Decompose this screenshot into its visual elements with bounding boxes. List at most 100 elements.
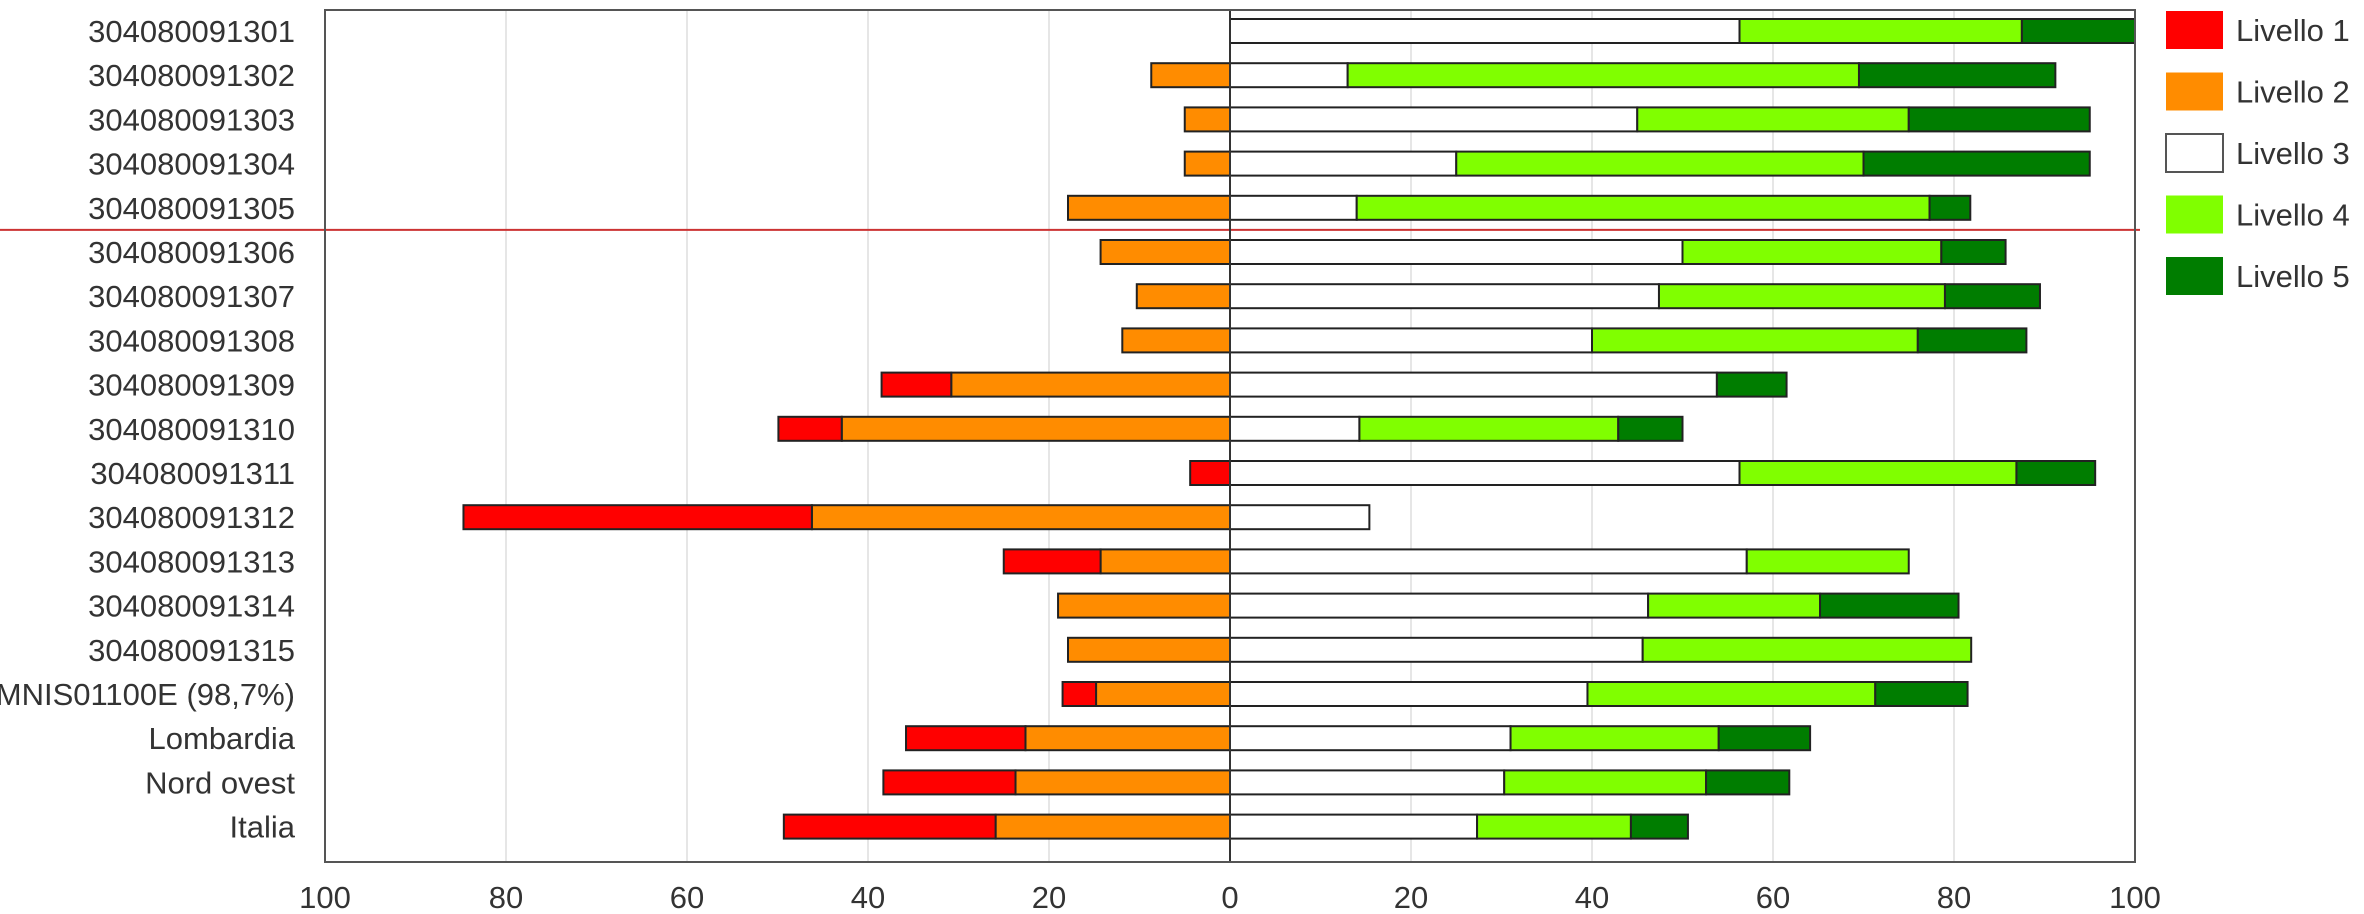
x-tick-label: 80 (1937, 880, 1971, 914)
bar-livello-2 (1183, 150, 1231, 177)
bar-livello-2 (1014, 769, 1232, 796)
category-label: Lombardia (149, 721, 296, 756)
x-tick-label: 80 (489, 880, 523, 914)
bar-livello-5 (1874, 681, 1969, 707)
category-label: 304080091309 (88, 368, 295, 403)
bar-livello-4 (1455, 150, 1865, 177)
category-label: 304080091308 (88, 323, 295, 358)
bar-livello-5 (1907, 106, 2091, 133)
bar-livello-4 (1358, 415, 1620, 442)
bar-livello-2 (840, 415, 1231, 442)
bar-livello-3 (1229, 239, 1684, 265)
bar-livello-2 (1067, 194, 1231, 221)
category-label: 304080091306 (88, 235, 295, 270)
x-tick-label: 60 (1756, 880, 1790, 914)
bar-livello-2 (1024, 725, 1231, 752)
bar-livello-5 (1857, 62, 2057, 89)
x-axis-tick-labels: 100 80 60 40 20 0 20 40 60 80 100 (299, 880, 2161, 914)
legend-swatch-livello-4 (2166, 195, 2223, 234)
bar-livello-4 (1476, 813, 1632, 840)
bar-livello-4 (1355, 194, 1931, 221)
category-label: 304080091311 (90, 456, 295, 491)
legend-label: Livello 2 (2236, 75, 2350, 110)
bar-livello-4 (1636, 106, 1910, 133)
x-tick-label: 20 (1394, 880, 1428, 914)
bar-livello-1 (905, 725, 1027, 752)
bar-livello-3 (1229, 415, 1361, 442)
bars (462, 18, 2136, 840)
bar-livello-1 (880, 371, 953, 398)
bar-livello-3 (1229, 592, 1650, 619)
x-tick-label: 40 (851, 880, 885, 914)
bar-livello-5 (2020, 18, 2136, 44)
bar-livello-3 (1229, 460, 1741, 486)
bar-livello-3 (1229, 681, 1589, 707)
bar-livello-5 (1617, 415, 1684, 442)
bar-livello-2 (950, 371, 1231, 398)
bar-livello-5 (1940, 239, 2007, 265)
bar-livello-4 (1591, 327, 1919, 354)
bar-livello-5 (1943, 283, 2041, 310)
bar-livello-2 (994, 813, 1231, 840)
category-label: Italia (230, 810, 296, 845)
legend-label: Livello 4 (2236, 198, 2350, 233)
bar-livello-2 (810, 504, 1231, 531)
bar-livello-3 (1229, 548, 1748, 575)
category-label: 304080091304 (88, 147, 295, 182)
legend-label: Livello 5 (2236, 259, 2350, 294)
bar-livello-1 (1189, 460, 1232, 486)
bar-livello-1 (462, 504, 813, 531)
x-tick-label: 100 (2109, 880, 2161, 914)
bar-livello-3 (1229, 150, 1458, 177)
bar-livello-5 (1629, 813, 1689, 840)
bar-livello-1 (782, 813, 997, 840)
bar-livello-1 (1061, 681, 1098, 707)
bar-livello-2 (1135, 283, 1232, 310)
bar-livello-5 (1717, 725, 1812, 752)
category-label: 304080091314 (88, 589, 295, 624)
bar-livello-1 (882, 769, 1017, 796)
x-tick-label: 60 (670, 880, 704, 914)
bar-livello-5 (1916, 327, 2028, 354)
bar-livello-2 (1057, 592, 1232, 619)
bar-livello-4 (1586, 681, 1877, 707)
bar-livello-4 (1503, 769, 1708, 796)
bar-livello-1 (777, 415, 843, 442)
bar-livello-2 (1099, 548, 1231, 575)
bar-livello-2 (1183, 106, 1231, 133)
bar-livello-5 (1715, 371, 1788, 398)
category-label: 304080091302 (88, 58, 295, 93)
x-tick-label: 0 (1221, 880, 1238, 914)
bar-livello-3 (1229, 813, 1479, 840)
bar-livello-3 (1229, 106, 1639, 133)
bar-livello-5 (2015, 460, 2097, 486)
bar-livello-4 (1738, 18, 2023, 44)
bar-livello-3 (1229, 327, 1593, 354)
category-label: 304080091301 (88, 14, 295, 49)
category-label: Nord ovest (145, 765, 295, 800)
category-label: 304080091313 (88, 544, 295, 579)
bar-livello-2 (1150, 62, 1232, 89)
bar-livello-2 (1121, 327, 1232, 354)
category-label: 304080091305 (88, 191, 295, 226)
legend-label: Livello 1 (2236, 13, 2350, 48)
legend-swatch-livello-5 (2166, 257, 2223, 295)
category-labels: 304080091301 304080091302 304080091303 3040… (0, 14, 296, 845)
bar-livello-3 (1229, 769, 1506, 796)
bar-livello-3 (1229, 725, 1512, 752)
category-label: 304080091315 (88, 633, 295, 668)
plot-frame (324, 9, 2136, 863)
bar-livello-1 (1002, 548, 1102, 575)
legend-label: Livello 3 (2236, 136, 2350, 171)
bar-livello-3 (1229, 636, 1644, 663)
plot-border (324, 9, 2136, 863)
bar-livello-3 (1229, 504, 1371, 531)
bar-livello-5 (1862, 150, 2091, 177)
bar-livello-4 (1509, 725, 1720, 752)
bar-livello-4 (1738, 460, 2018, 486)
category-label: 304080091312 (88, 500, 295, 535)
bar-livello-4 (1745, 548, 1910, 575)
bar-livello-3 (1229, 194, 1358, 221)
legend: Livello 1 Livello 2 Livello 3 Livello 4 Live… (2165, 11, 2350, 295)
bar-livello-3 (1229, 283, 1660, 310)
